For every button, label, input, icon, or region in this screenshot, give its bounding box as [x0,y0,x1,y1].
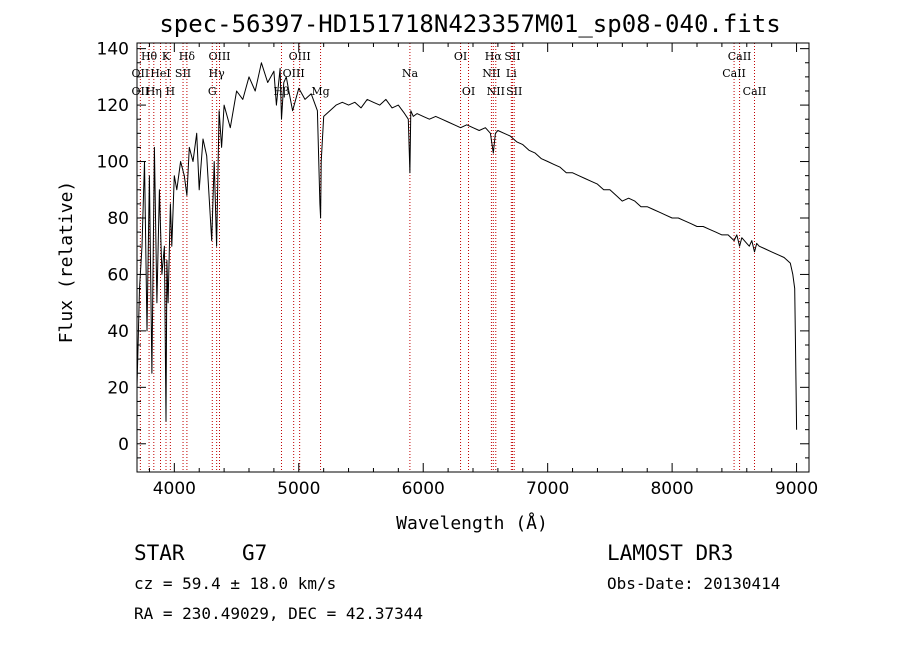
line-label-24: SII [506,85,522,98]
observation-date: Obs-Date: 20130414 [607,574,780,593]
line-label-23: NII [487,85,505,98]
line-label-6: OII [132,85,150,98]
line-label-9: OIII [208,50,230,63]
line-label-7: Hη [146,85,162,98]
object-subclass: G7 [242,541,267,565]
x-axis-ticks: 4000 5000 6000 7000 8000 9000 [148,43,818,499]
line-label-1: K [162,50,171,63]
line-label-18: OI [462,85,475,98]
line-label-8: H [166,85,176,98]
line-label-5: SII [175,67,191,80]
x-tick-label-1: 5000 [277,479,320,499]
y-tick-label-7: 140 [97,40,129,60]
x-tick-label-5: 9000 [775,479,818,499]
line-label-11: G [208,85,217,98]
y-tick-label-2: 40 [107,322,129,342]
y-tick-label-6: 120 [97,96,129,116]
x-tick-label-4: 8000 [650,479,693,499]
line-label-13: OIII [283,67,305,80]
redshift-value: cz = 59.4 ± 18.0 km/s [134,574,336,593]
x-tick-label-0: 4000 [153,479,196,499]
x-tick-label-3: 7000 [526,479,569,499]
y-axis-label: Flux (relative) [56,181,77,344]
plot-frame [136,42,810,473]
y-tick-label-0: 0 [118,435,129,455]
line-label-19: Hα [485,50,503,63]
x-axis-label: Wavelength (Å) [396,512,548,534]
line-label-4: HeI [150,67,170,80]
y-tick-label-3: 60 [107,265,129,285]
line-label-0: Hθ [141,50,158,63]
line-label-12: OIII [289,50,311,63]
chart-title: spec-56397-HD151718N423357M01_sp08-040.f… [159,10,780,38]
line-label-3: OII [132,67,150,80]
y-axis-ticks: 0 20 40 60 80 100 120 140 [97,40,809,459]
line-label-2: Hδ [179,50,196,63]
line-label-10: Hγ [209,67,226,80]
y-tick-label-4: 80 [107,209,129,229]
line-label-21: NII [482,67,500,80]
line-label-16: Na [402,67,419,80]
y-tick-label-1: 20 [107,378,129,398]
line-label-27: CaII [743,85,767,98]
x-tick-label-2: 6000 [402,479,445,499]
survey-name: LAMOST DR3 [607,541,733,565]
coordinates: RA = 230.49029, DEC = 42.37344 [134,604,423,623]
line-label-15: Mg [311,85,329,98]
spectral-line-markers [139,43,755,472]
y-tick-label-5: 100 [97,153,129,173]
spectrum-series-line [136,62,798,430]
line-label-26: CaII [722,67,746,80]
line-label-22: Li [506,67,517,80]
line-label-25: CaII [728,50,752,63]
line-label-17: OI [454,50,467,63]
line-label-20: SII [504,50,520,63]
object-type: STAR [134,541,185,565]
